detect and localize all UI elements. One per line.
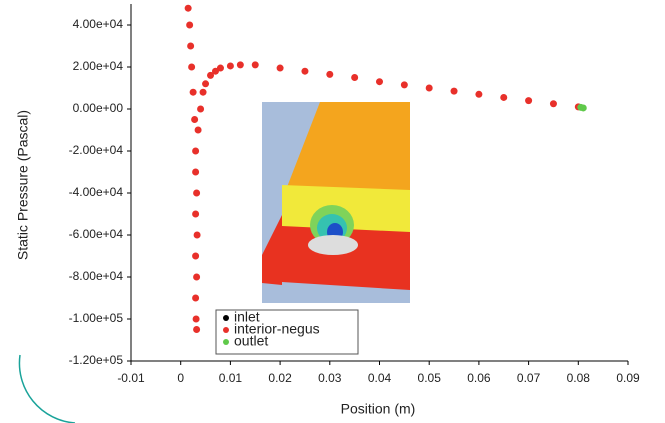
- point: [191, 116, 198, 123]
- point: [401, 81, 408, 88]
- y-tick-label: -1.20e+05: [69, 353, 124, 367]
- x-tick-label: 0.04: [368, 371, 392, 385]
- point: [197, 106, 204, 113]
- x-tick-label: 0.06: [467, 371, 491, 385]
- point: [202, 80, 209, 87]
- point: [451, 88, 458, 95]
- point: [500, 94, 507, 101]
- x-axis-title: Position (m): [341, 401, 416, 417]
- point: [550, 100, 557, 107]
- point: [185, 5, 192, 12]
- point: [193, 316, 200, 323]
- chart: Position (m) Static Pressure (Pascal) 4.…: [0, 0, 665, 423]
- point: [301, 68, 308, 75]
- y-tick-label: 4.00e+04: [73, 17, 124, 31]
- point: [351, 74, 358, 81]
- inset-contour: [262, 102, 410, 303]
- legend-marker: [223, 339, 229, 345]
- point: [376, 78, 383, 85]
- point: [192, 169, 199, 176]
- x-tick-label: 0.05: [418, 371, 442, 385]
- decoration-arc: [19, 355, 75, 423]
- point: [192, 253, 199, 260]
- x-tick-label: 0.09: [616, 371, 640, 385]
- x-tick-label: 0.01: [219, 371, 243, 385]
- point: [237, 61, 244, 68]
- point: [192, 295, 199, 302]
- legend-marker: [223, 327, 229, 333]
- point: [190, 89, 197, 96]
- x-tick-label: -0.01: [117, 371, 145, 385]
- point: [187, 43, 194, 50]
- point: [186, 22, 193, 29]
- x-tick-label: 0.07: [517, 371, 541, 385]
- x-tick-label: 0.02: [268, 371, 292, 385]
- y-tick-label: -2.00e+04: [69, 143, 124, 157]
- point: [188, 64, 195, 71]
- point: [475, 91, 482, 98]
- point: [217, 65, 224, 72]
- point: [192, 211, 199, 218]
- point: [193, 274, 200, 281]
- point: [193, 326, 200, 333]
- x-tick-label: 0.08: [567, 371, 591, 385]
- legend-label: outlet: [234, 333, 268, 349]
- page: {"chart_data": {"type": "scatter", "x_la…: [0, 0, 665, 423]
- x-tick-label: 0.03: [318, 371, 342, 385]
- point: [192, 148, 199, 155]
- y-tick-label: 2.00e+04: [73, 59, 124, 73]
- point: [580, 104, 587, 111]
- legend-marker: [223, 315, 229, 321]
- y-tick-label: -8.00e+04: [69, 269, 124, 283]
- y-tick-label: -6.00e+04: [69, 227, 124, 241]
- point: [193, 190, 200, 197]
- y-tick-label: -4.00e+04: [69, 185, 124, 199]
- point: [277, 65, 284, 72]
- point: [525, 97, 532, 104]
- point: [426, 85, 433, 92]
- point: [227, 62, 234, 69]
- x-tick-label: 0: [177, 371, 184, 385]
- point: [326, 71, 333, 78]
- y-tick-label: -1.00e+05: [69, 311, 124, 325]
- point: [195, 127, 202, 134]
- y-axis-title: Static Pressure (Pascal): [15, 110, 31, 260]
- point: [194, 232, 201, 239]
- y-tick-label: 0.00e+00: [73, 101, 124, 115]
- point: [252, 61, 259, 68]
- point: [200, 89, 207, 96]
